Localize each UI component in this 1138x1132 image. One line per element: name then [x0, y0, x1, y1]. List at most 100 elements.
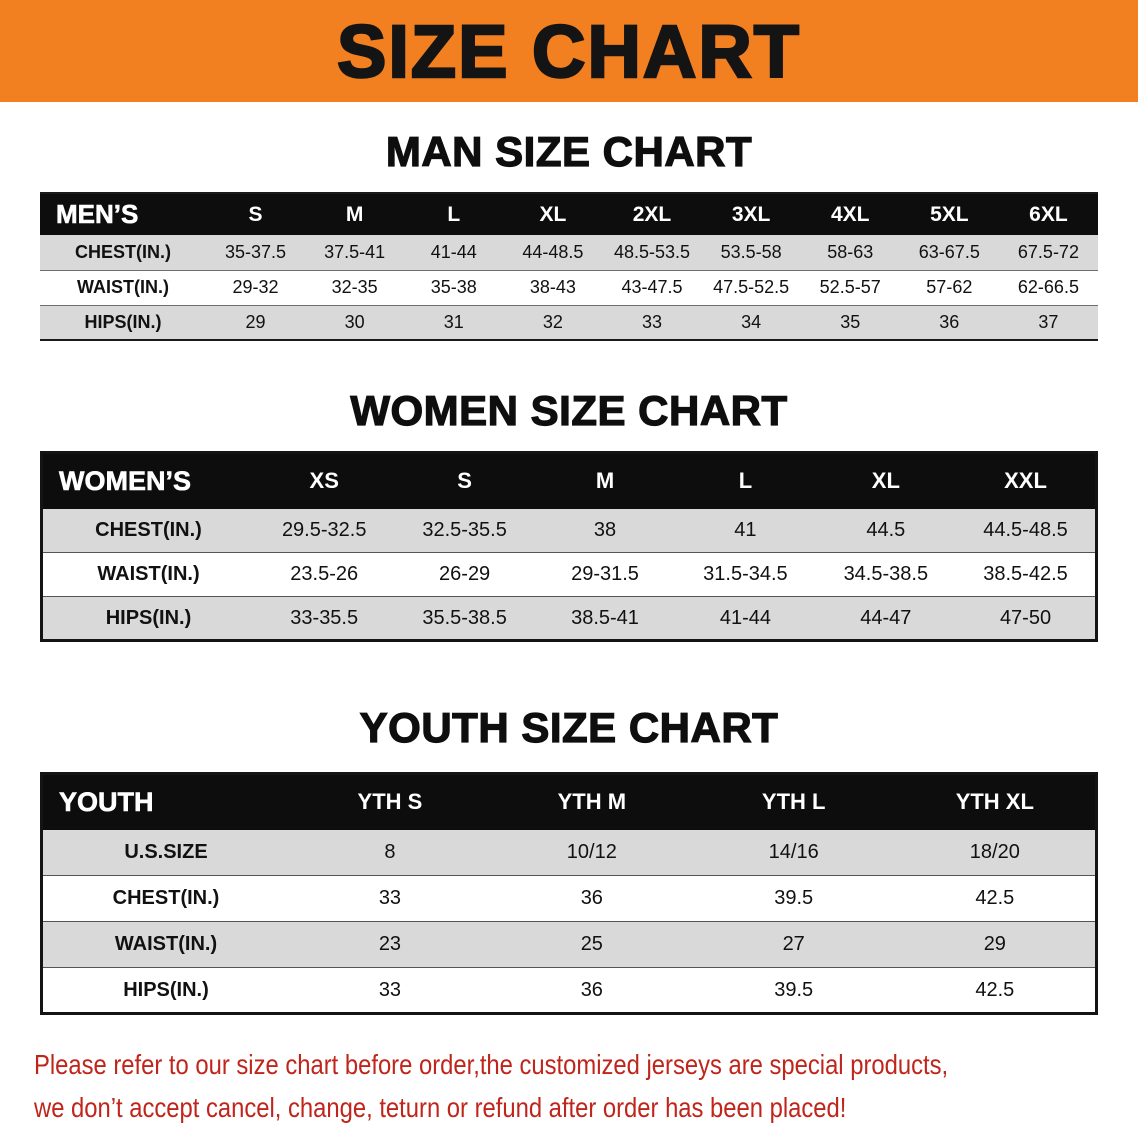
- row-label: CHEST(IN.): [75, 241, 171, 262]
- size-cell: 32-35: [331, 277, 378, 297]
- column-header: M: [345, 202, 364, 226]
- size-cell: 42.5: [975, 887, 1015, 909]
- size-cell: 35.5-38.5: [422, 606, 507, 629]
- column-header: S: [457, 468, 472, 494]
- men-size-table: MEN’S S M L XL 2XL 3XL 4XL 5XL 6XL CHEST(IN.) 35-37…: [40, 192, 1098, 341]
- row-label: HIPS(IN.): [123, 978, 209, 1001]
- size-cell: 37.5-41: [324, 241, 386, 262]
- size-cell: 37: [1038, 311, 1059, 332]
- size-cell: 38: [593, 518, 617, 541]
- youth-size-table: YOUTH YTH S YTH M YTH L YTH XL U.S.SIZE 8 10/12…: [40, 772, 1098, 1015]
- youth-chart-heading: YOUTH SIZE CHART: [359, 703, 779, 751]
- row-label: HIPS(IN.): [105, 606, 192, 629]
- table-corner-label: YOUTH: [59, 786, 154, 817]
- size-cell: 63-67.5: [918, 241, 980, 262]
- size-cell: 44.5-48.5: [983, 518, 1068, 541]
- size-cell: 38.5-41: [571, 606, 639, 629]
- row-label: WAIST(IN.): [114, 933, 218, 955]
- size-cell: 23: [378, 933, 402, 955]
- column-header: 3XL: [731, 202, 771, 226]
- size-cell: 26-29: [439, 563, 491, 585]
- row-label: CHEST(IN.): [95, 518, 202, 541]
- size-cell: 58-63: [827, 241, 874, 262]
- size-cell: 57-62: [926, 277, 973, 297]
- table-row: WAIST(IN.) 23.5-26 26-29 29-31.5 31.5-34.5 34…: [41, 552, 1097, 597]
- row-label: U.S.SIZE: [124, 840, 208, 863]
- header-row: MEN’S S M L XL 2XL 3XL 4XL 5XL 6XL: [40, 193, 1098, 235]
- size-cell: 31.5-34.5: [703, 563, 788, 585]
- size-cell: 14/16: [768, 840, 819, 863]
- column-header: YTH XL: [955, 789, 1034, 815]
- table-corner-label: WOMEN’S: [59, 465, 192, 496]
- size-cell: 33: [378, 887, 402, 909]
- size-cell: 36: [580, 887, 603, 909]
- size-cell: 31: [443, 311, 464, 332]
- size-cell: 34.5-38.5: [843, 563, 929, 585]
- size-cell: 47.5-52.5: [713, 277, 790, 297]
- column-header: M: [595, 468, 615, 494]
- column-header: XL: [539, 202, 567, 226]
- size-cell: 44.5: [866, 518, 906, 541]
- men-size-chart-section: MAN SIZE CHART MEN’S S M L XL 2XL 3XL 4XL 5XL 6XL…: [0, 127, 1138, 341]
- table-row: CHEST(IN.) 29.5-32.5 32.5-35.5 38 41 44.5 44.5…: [41, 508, 1097, 553]
- size-cell: 29: [245, 311, 266, 332]
- size-cell: 42.5: [975, 978, 1015, 1001]
- size-cell: 33: [641, 311, 662, 332]
- column-header: 6XL: [1029, 202, 1068, 226]
- size-cell: 32: [542, 311, 563, 332]
- column-header: XXL: [1004, 468, 1047, 494]
- column-header: 4XL: [830, 202, 870, 226]
- size-cell: 30: [344, 311, 365, 332]
- size-cell: 35-37.5: [225, 241, 287, 262]
- size-cell: 47-50: [999, 606, 1052, 629]
- size-cell: 41-44: [430, 241, 477, 262]
- column-header: 2XL: [632, 202, 672, 226]
- table-corner-label: MEN’S: [56, 199, 139, 230]
- size-cell: 35: [840, 311, 861, 332]
- row-label: CHEST(IN.): [112, 887, 220, 909]
- size-cell: 34: [741, 311, 762, 332]
- size-cell: 18/20: [969, 840, 1020, 863]
- size-cell: 32.5-35.5: [422, 518, 507, 541]
- table-row: CHEST(IN.) 35-37.5 37.5-41 41-44 44-48.5 48.5…: [40, 235, 1098, 270]
- footer-line-1: Please refer to our size chart before or…: [34, 1049, 949, 1080]
- header-row: WOMEN’S XS S M L XL XXL: [41, 452, 1097, 509]
- size-cell: 44-48.5: [522, 241, 584, 262]
- men-chart-heading: MAN SIZE CHART: [385, 127, 753, 175]
- youth-size-chart-section: YOUTH SIZE CHART YOUTH YTH S YTH M YTH L YTH…: [0, 703, 1138, 1015]
- table-row: WAIST(IN.) 23 25 27 29: [41, 921, 1097, 968]
- banner: SIZE CHART: [0, 0, 1138, 102]
- column-header: YTH M: [557, 789, 627, 815]
- row-label: WAIST(IN.): [77, 277, 169, 297]
- size-cell: 52.5-57: [819, 277, 881, 297]
- size-cell: 33: [378, 978, 402, 1001]
- column-header: XS: [309, 468, 339, 494]
- size-cell: 29-32: [232, 277, 279, 297]
- size-cell: 33-35.5: [290, 606, 359, 629]
- column-header: YTH S: [357, 789, 423, 815]
- size-cell: 62-66.5: [1017, 277, 1079, 297]
- women-size-table: WOMEN’S XS S M L XL XXL CHEST(IN.) 29.5-32.5 32.5…: [40, 451, 1098, 642]
- size-cell: 38.5-42.5: [983, 563, 1068, 585]
- size-cell: 41: [734, 518, 757, 541]
- row-label: HIPS(IN.): [84, 311, 162, 332]
- size-cell: 23.5-26: [290, 563, 359, 585]
- header-row: YOUTH YTH S YTH M YTH L YTH XL: [41, 773, 1097, 830]
- column-header: XL: [871, 468, 900, 494]
- table-row: HIPS(IN.) 33 36 39.5 42.5: [41, 967, 1097, 1014]
- table-row: CHEST(IN.) 33 36 39.5 42.5: [41, 875, 1097, 922]
- size-cell: 27: [782, 933, 805, 955]
- footer-note: Please refer to our size chart before or…: [34, 1043, 1104, 1130]
- table-row: HIPS(IN.) 29 30 31 32 33 34 35 36 37: [40, 305, 1098, 340]
- footer-line-2: we don’t accept cancel, change, teturn o…: [34, 1092, 847, 1124]
- page-title: SIZE CHART: [336, 8, 801, 94]
- size-cell: 48.5-53.5: [613, 241, 691, 262]
- size-cell: 10/12: [566, 840, 617, 863]
- size-cell: 36: [580, 978, 603, 1001]
- row-label: WAIST(IN.): [97, 563, 200, 585]
- size-cell: 44-47: [860, 606, 912, 629]
- size-cell: 35-38: [430, 277, 477, 297]
- size-cell: 39.5: [774, 978, 814, 1001]
- size-cell: 25: [580, 933, 603, 955]
- table-row: WAIST(IN.) 29-32 32-35 35-38 38-43 43-47.5 47.…: [40, 270, 1098, 305]
